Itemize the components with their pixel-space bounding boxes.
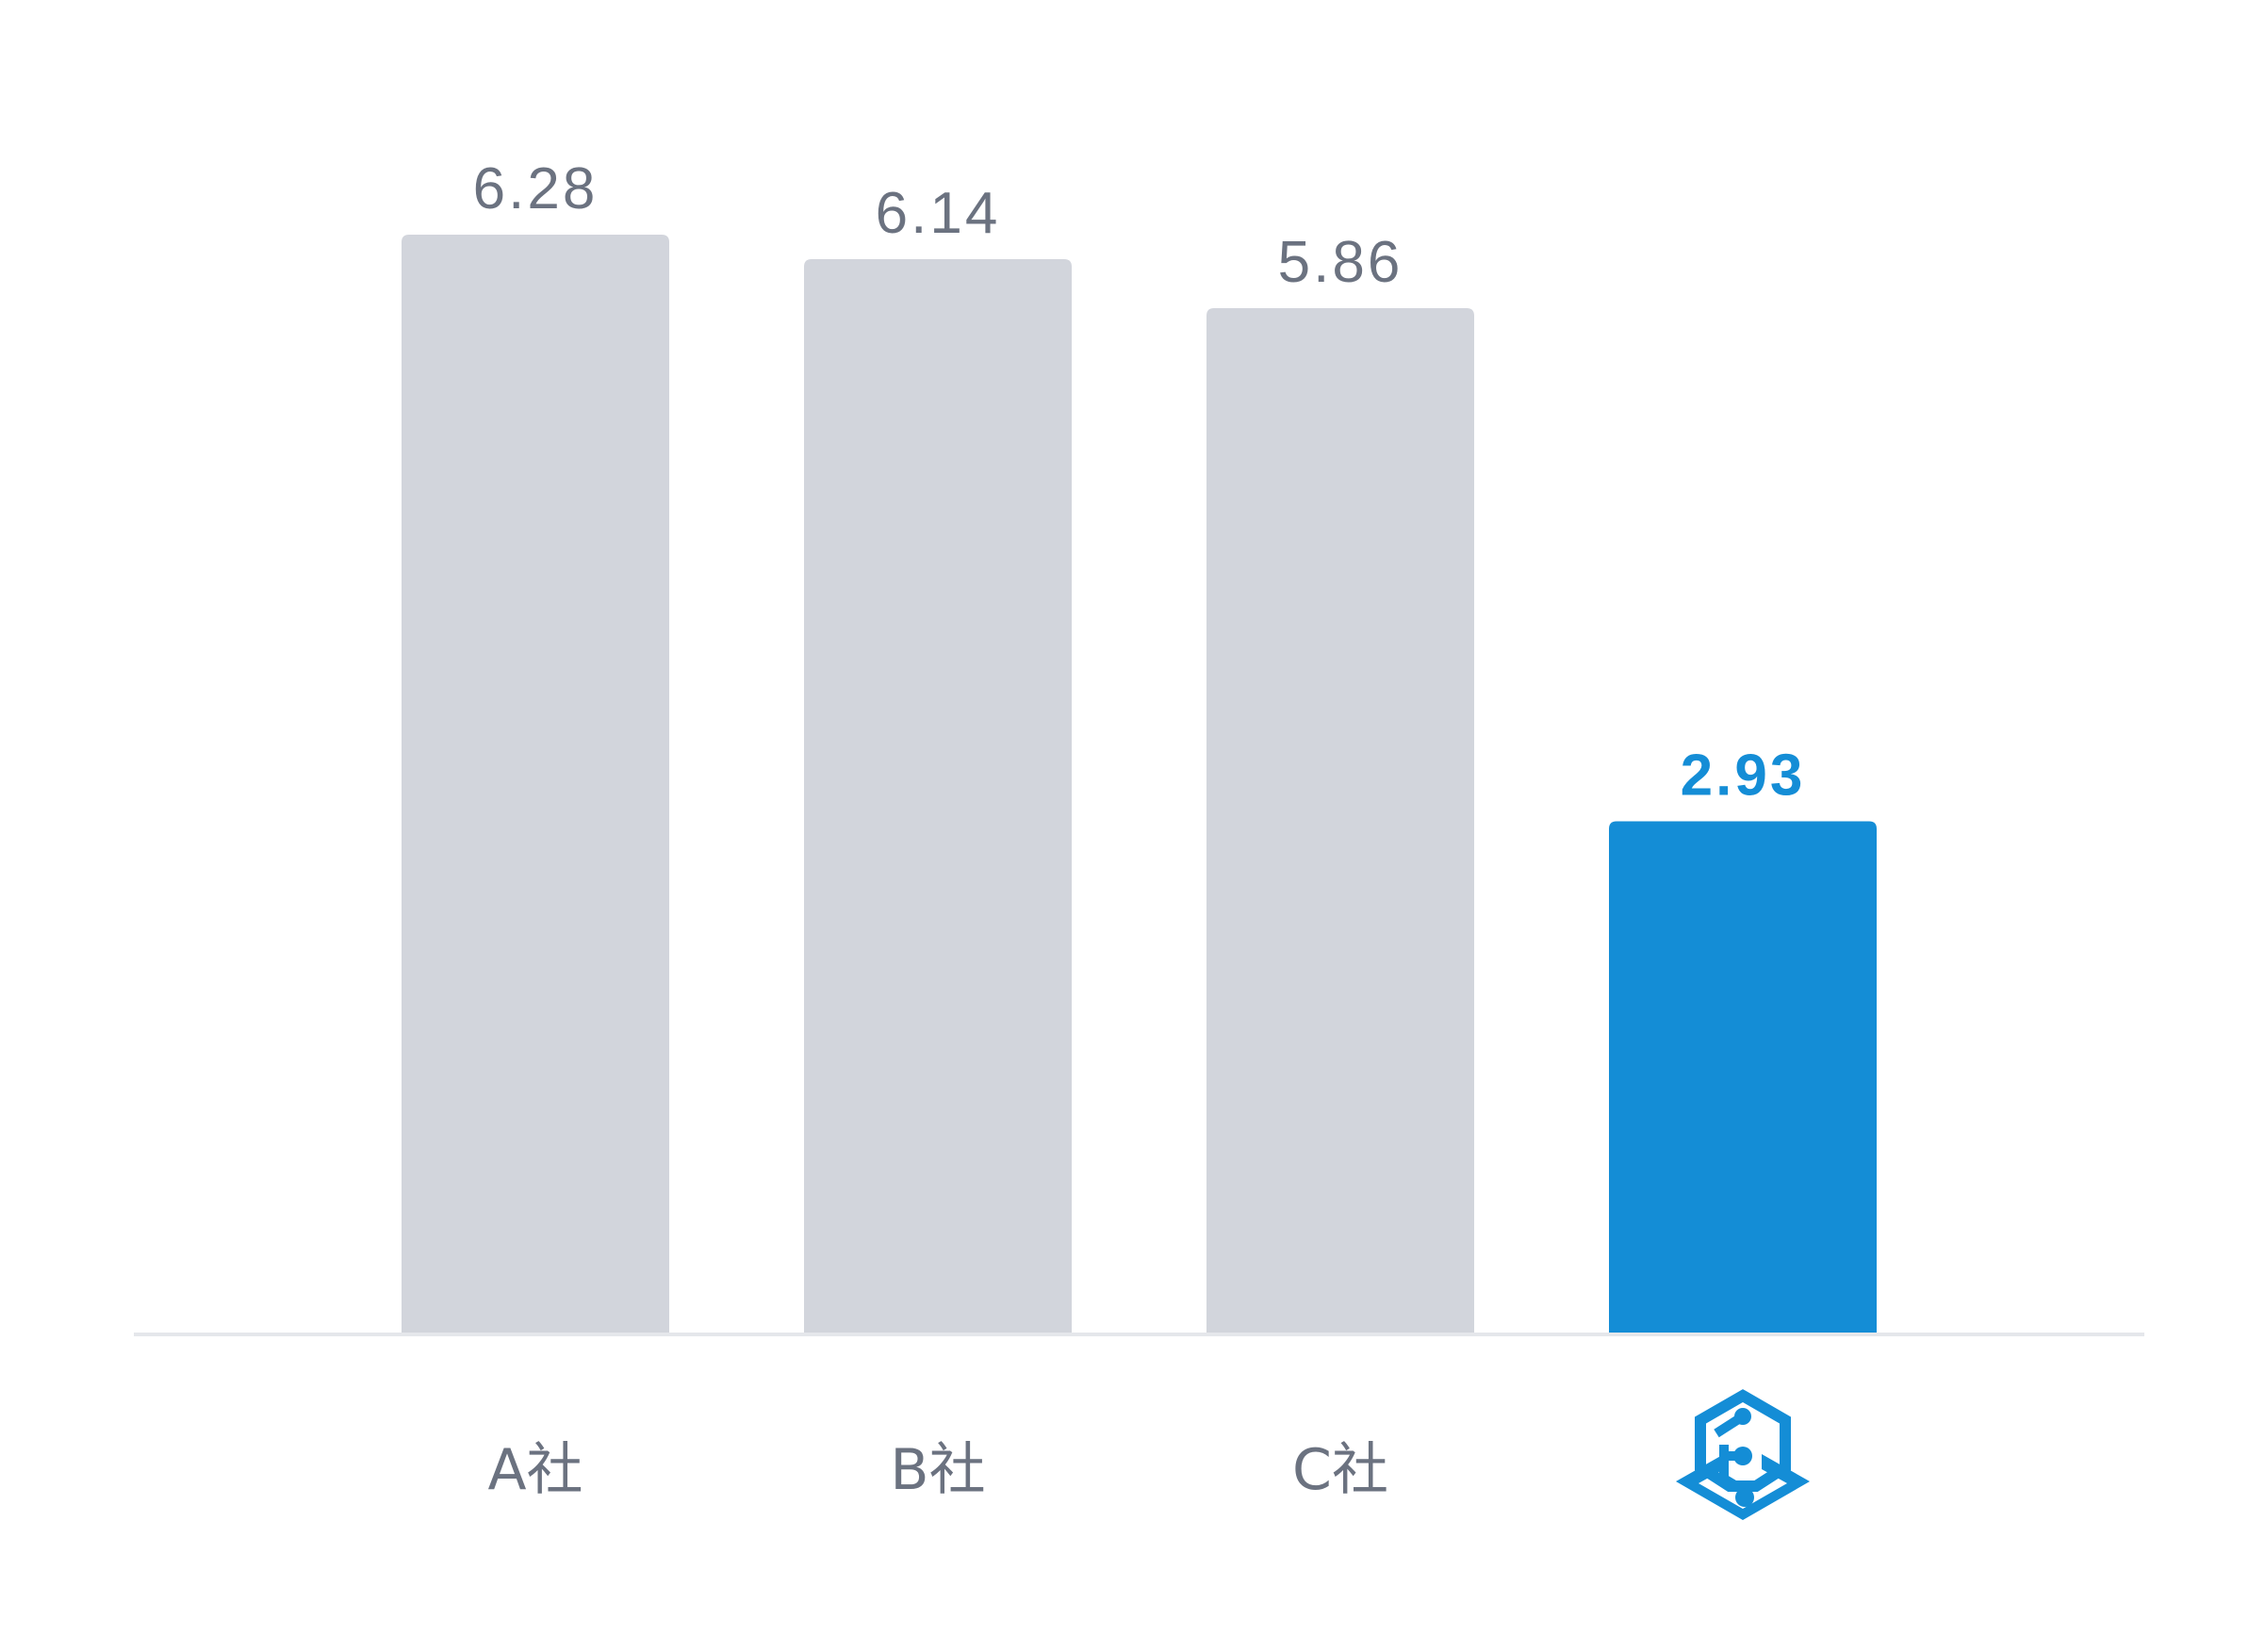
bar-C社	[1206, 308, 1474, 1335]
category-label: B社	[890, 1437, 985, 1503]
bar-highlight	[1609, 821, 1877, 1334]
category-label: C社	[1292, 1437, 1388, 1503]
value-label: 5.86	[1278, 230, 1403, 295]
value-label: 2.93	[1681, 744, 1806, 809]
value-label: 6.28	[473, 156, 599, 221]
value-label: 6.14	[876, 181, 1001, 246]
hexagon-circuit-logo-icon	[1676, 1389, 1810, 1520]
value-labels-group: 6.28 6.14 5.86 2.93	[473, 156, 1806, 809]
bars-group	[402, 235, 1877, 1335]
bar-B社	[804, 259, 1072, 1335]
category-label: A社	[487, 1437, 583, 1503]
category-labels-group: A社 B社 C社	[487, 1437, 1387, 1503]
bar-A社	[402, 235, 669, 1334]
